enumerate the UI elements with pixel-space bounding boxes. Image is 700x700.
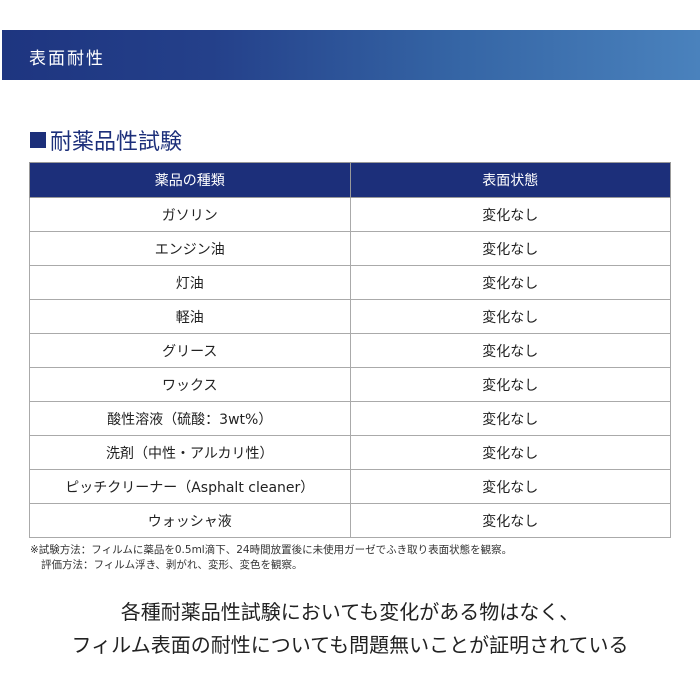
surface-state-cell: 変化なし: [349, 231, 671, 266]
section-title: 耐薬品性試験: [50, 130, 183, 155]
table-row: グリース 変化なし: [29, 333, 671, 368]
chemical-cell: 洗剤（中性・アルカリ性）: [29, 435, 351, 470]
square-bullet-icon: [30, 132, 46, 148]
table-header-row: 薬品の種類 表面状態: [29, 162, 671, 198]
surface-state-cell: 変化なし: [349, 367, 671, 402]
conclusion-line-1: 各種耐薬品性試験においても変化がある物はなく、: [120, 600, 580, 624]
surface-state-cell: 変化なし: [349, 469, 671, 504]
surface-state-cell: 変化なし: [349, 197, 671, 232]
table-row: 軽油 変化なし: [29, 299, 671, 334]
note-evaluation: 評価方法：フィルム浮き、剥がれ、変形、変色を観察。: [41, 559, 303, 571]
chemical-resistance-table: 薬品の種類 表面状態 ガソリン 変化なし エンジン油 変化なし 灯油 変化なし 軽油 変化なし…: [29, 162, 671, 538]
note-method: ※試験方法：フィルムに薬品を0.5ml滴下、24時間放置後に未使用ガーゼでふき取…: [30, 544, 513, 556]
table-row: ピッチクリーナー（Asphalt cleaner） 変化なし: [29, 469, 671, 504]
chemical-cell: 軽油: [29, 299, 351, 334]
chemical-cell: ウォッシャ液: [29, 503, 351, 538]
table-row: ワックス 変化なし: [29, 367, 671, 402]
table-row: エンジン油 変化なし: [29, 231, 671, 266]
chemical-cell: グリース: [29, 333, 351, 368]
banner: 表面耐性: [2, 30, 700, 80]
surface-state-cell: 変化なし: [349, 299, 671, 334]
chemical-cell: ガソリン: [29, 197, 351, 232]
header-surface-state: 表面状態: [349, 162, 671, 198]
surface-state-cell: 変化なし: [349, 503, 671, 538]
chemical-cell: エンジン油: [29, 231, 351, 266]
surface-state-cell: 変化なし: [349, 265, 671, 300]
table-row: 灯油 変化なし: [29, 265, 671, 300]
table-row: 酸性溶液（硫酸：3wt%） 変化なし: [29, 401, 671, 436]
test-notes: ※試験方法：フィルムに薬品を0.5ml滴下、24時間放置後に未使用ガーゼでふき取…: [30, 543, 512, 573]
table-row: ウォッシャ液 変化なし: [29, 503, 671, 538]
chemical-cell: ワックス: [29, 367, 351, 402]
header-chemical: 薬品の種類: [29, 162, 351, 198]
chemical-cell: 灯油: [29, 265, 351, 300]
table-row: 洗剤（中性・アルカリ性） 変化なし: [29, 435, 671, 470]
chemical-cell: ピッチクリーナー（Asphalt cleaner）: [29, 469, 351, 504]
table-row: ガソリン 変化なし: [29, 197, 671, 232]
section-heading: 耐薬品性試験: [30, 124, 182, 156]
chemical-cell: 酸性溶液（硫酸：3wt%）: [29, 401, 351, 436]
surface-state-cell: 変化なし: [349, 401, 671, 436]
surface-state-cell: 変化なし: [349, 333, 671, 368]
surface-state-cell: 変化なし: [349, 435, 671, 470]
conclusion-line-2: フィルム表面の耐性についても問題無いことが証明されている: [71, 633, 629, 657]
banner-title: 表面耐性: [29, 49, 105, 69]
